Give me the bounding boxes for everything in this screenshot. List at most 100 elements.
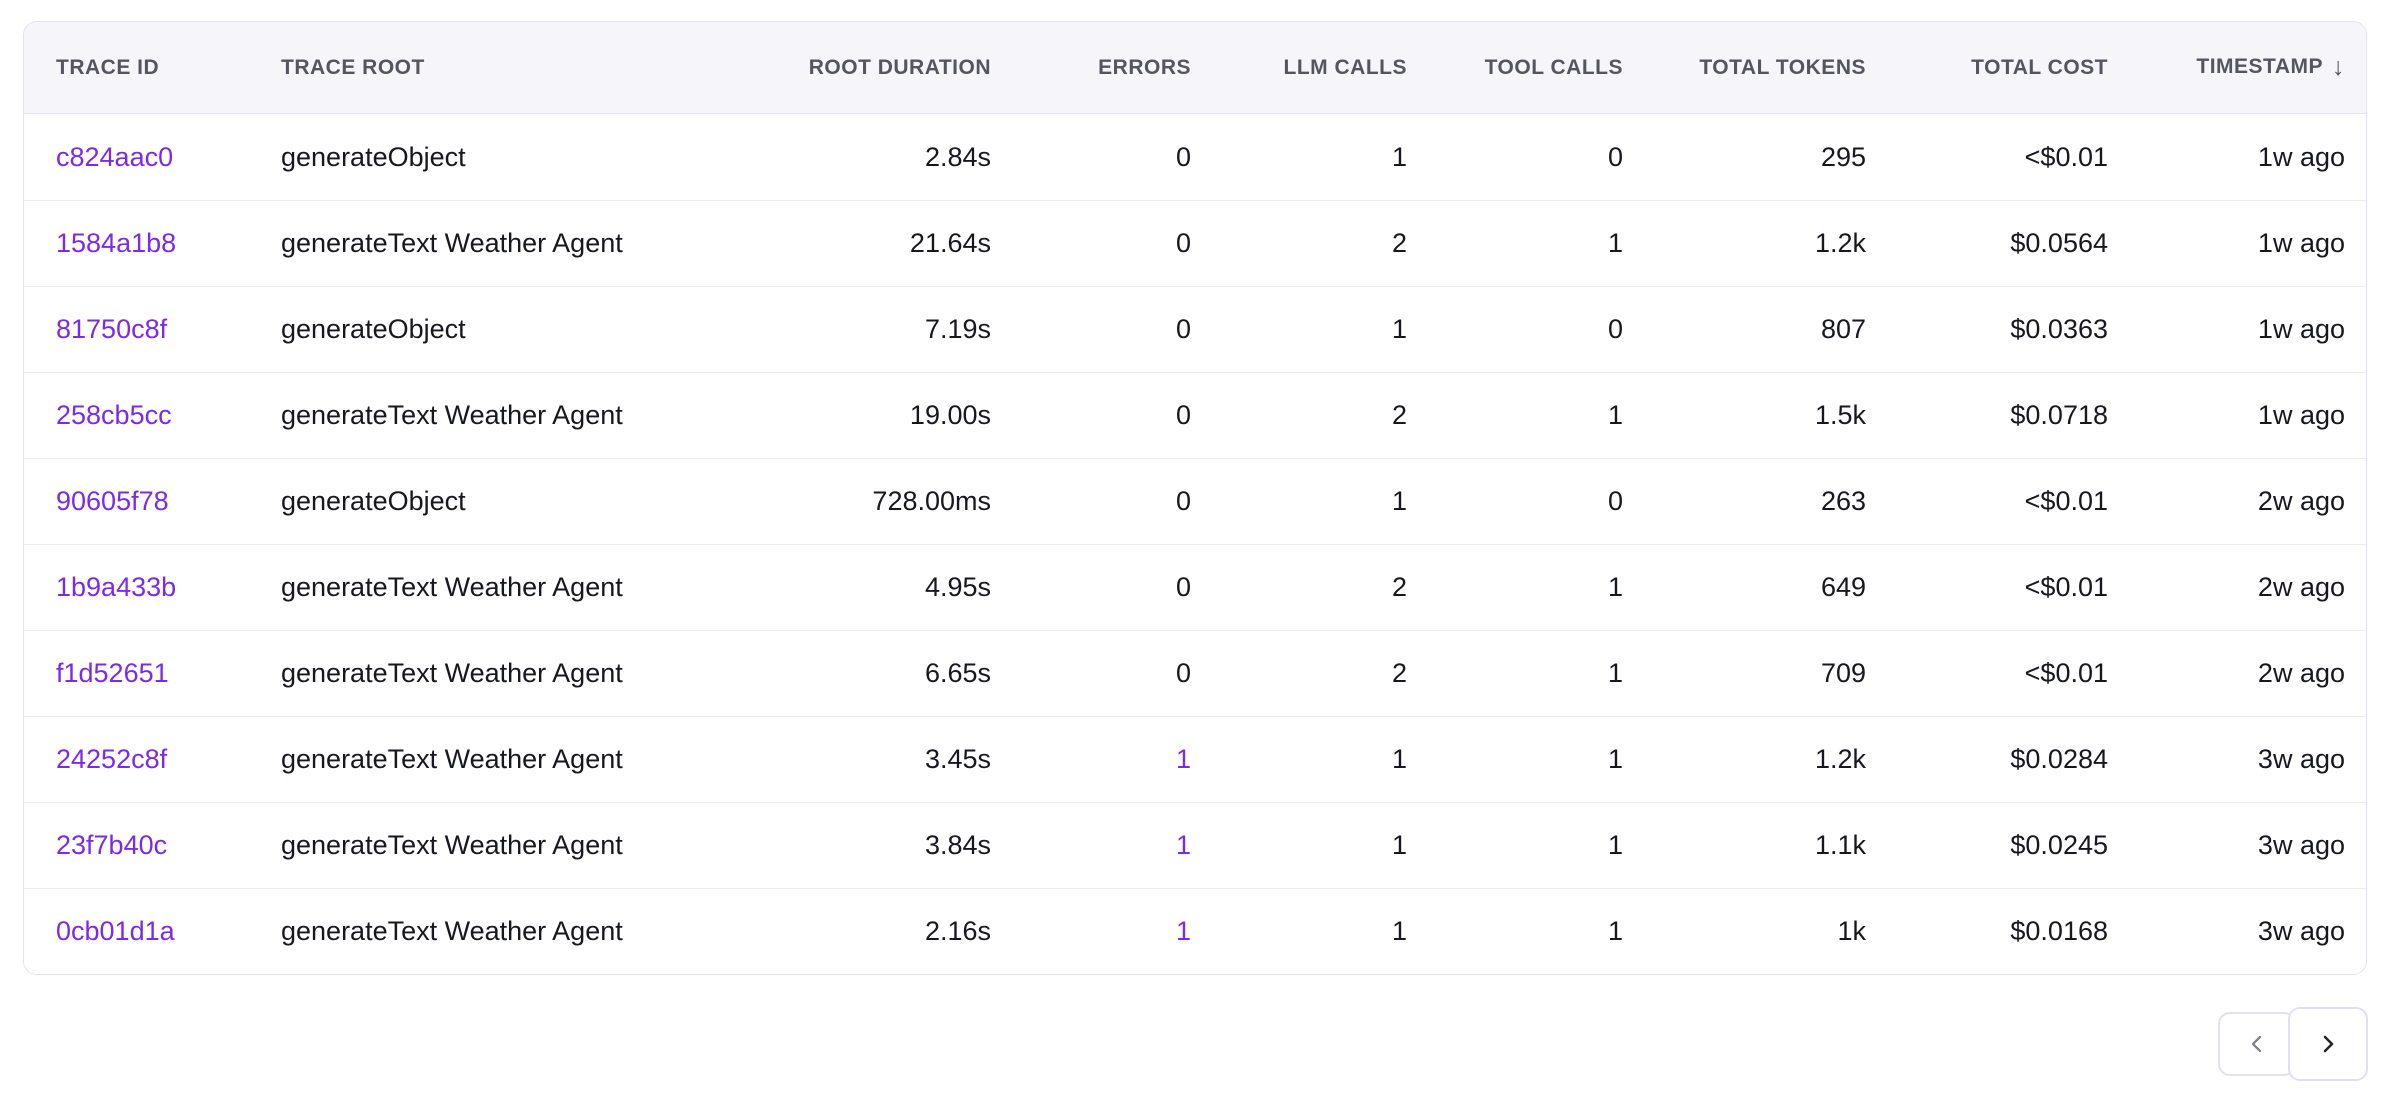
- cell-value: 0: [1175, 228, 1191, 258]
- cell-root-duration: 3.45s: [756, 744, 991, 775]
- column-header-label: TOTAL TOKENS: [1699, 55, 1866, 79]
- cell-errors: 0: [991, 400, 1191, 431]
- trace-id-link[interactable]: 23f7b40c: [56, 830, 168, 860]
- column-header-root-duration: ROOT DURATION: [756, 56, 991, 80]
- table-row: c824aac0 generateObject 2.84s 0 1 0 295 <$0.01 1…: [24, 114, 2366, 200]
- table-row: 1b9a433b generateText Weather Agent 4.95s 0…: [24, 544, 2366, 630]
- timestamp-value[interactable]: 1w ago: [2257, 228, 2345, 258]
- cell-trace-root: generateObject: [281, 486, 756, 517]
- timestamp-value[interactable]: 2w ago: [2257, 572, 2345, 602]
- table-row: 1584a1b8 generateText Weather Agent 21.64s…: [24, 200, 2366, 286]
- cell-value: 2.84s: [924, 141, 991, 172]
- cell-trace-id: 23f7b40c: [56, 830, 281, 861]
- cell-errors: 1: [991, 830, 1191, 861]
- trace-id-link[interactable]: 258cb5cc: [56, 400, 172, 430]
- cell-total-cost: $0.0564: [1866, 228, 2108, 259]
- cell-value: 1: [1391, 141, 1407, 172]
- cell-value: 0: [1175, 400, 1191, 430]
- chevron-left-icon: [2245, 1032, 2269, 1056]
- chevron-right-icon: [2316, 1032, 2340, 1056]
- timestamp-value[interactable]: 1w ago: [2257, 314, 2345, 344]
- column-header-trace-id: TRACE ID: [56, 56, 281, 80]
- cell-total-cost: <$0.01: [1866, 486, 2108, 517]
- cell-total-cost: <$0.01: [1866, 658, 2108, 689]
- timestamp-value[interactable]: 2w ago: [2257, 658, 2345, 688]
- timestamp-value[interactable]: 3w ago: [2257, 916, 2345, 946]
- cell-value: 2.16s: [924, 916, 991, 946]
- table-row: 23f7b40c generateText Weather Agent 3.84s 1…: [24, 802, 2366, 888]
- cell-total-cost: $0.0168: [1866, 916, 2108, 947]
- table-row: 90605f78 generateObject 728.00ms 0 1 0 263 <$0.…: [24, 458, 2366, 544]
- cell-total-tokens: 807: [1623, 314, 1866, 345]
- trace-id-link[interactable]: 24252c8f: [56, 744, 168, 774]
- cell-total-cost: $0.0245: [1866, 830, 2108, 861]
- cell-timestamp: 3w ago: [2108, 744, 2345, 775]
- cell-value: 1.2k: [1814, 228, 1866, 258]
- cell-timestamp: 1w ago: [2108, 314, 2345, 345]
- cell-total-tokens: 1.2k: [1623, 744, 1866, 775]
- trace-id-link[interactable]: 1584a1b8: [56, 228, 177, 258]
- cell-value: 1: [1391, 744, 1407, 774]
- table-row: 81750c8f generateObject 7.19s 0 1 0 807 $0.0363…: [24, 286, 2366, 372]
- errors-count: 1: [1175, 916, 1191, 946]
- timestamp-value[interactable]: 2w ago: [2257, 486, 2345, 516]
- cell-trace-root: generateText Weather Agent: [281, 658, 756, 689]
- timestamp-value[interactable]: 1w ago: [2257, 400, 2345, 430]
- cell-trace-root: generateText Weather Agent: [281, 400, 756, 431]
- cell-total-tokens: 263: [1623, 486, 1866, 517]
- timestamp-value[interactable]: 3w ago: [2257, 830, 2345, 860]
- column-header-label: TIMESTAMP: [2196, 55, 2323, 78]
- cell-total-tokens: 1.1k: [1623, 830, 1866, 861]
- prev-page-button[interactable]: [2218, 1012, 2296, 1076]
- trace-id-link[interactable]: 0cb01d1a: [56, 916, 175, 946]
- cell-trace-root: generateText Weather Agent: [281, 572, 756, 603]
- cell-value: generateText Weather Agent: [281, 400, 623, 430]
- cell-timestamp: 1w ago: [2108, 400, 2345, 431]
- cell-total-tokens: 295: [1623, 142, 1866, 173]
- cell-llm-calls: 1: [1191, 142, 1407, 173]
- column-header-timestamp[interactable]: TIMESTAMP ↓: [2108, 53, 2345, 82]
- cell-root-duration: 2.16s: [756, 916, 991, 947]
- cell-value: 0: [1175, 314, 1191, 344]
- trace-id-link[interactable]: 1b9a433b: [56, 572, 177, 602]
- cell-tool-calls: 1: [1407, 658, 1623, 689]
- cell-trace-root: generateObject: [281, 314, 756, 345]
- table-header-row: TRACE ID TRACE ROOT ROOT DURATION ERRORS LLM…: [24, 22, 2366, 114]
- cell-value: 0: [1607, 141, 1623, 172]
- column-header-errors: ERRORS: [991, 56, 1191, 80]
- cell-value: 1: [1607, 916, 1623, 946]
- next-page-button[interactable]: [2288, 1007, 2368, 1081]
- cell-value: $0.0564: [2010, 228, 2108, 258]
- cell-value: 2: [1391, 228, 1407, 258]
- trace-id-link[interactable]: 81750c8f: [56, 314, 168, 344]
- trace-id-link[interactable]: c824aac0: [56, 141, 174, 172]
- cell-value: 295: [1820, 141, 1866, 172]
- column-header-tool-calls: TOOL CALLS: [1407, 56, 1623, 80]
- cell-total-cost: <$0.01: [1866, 572, 2108, 603]
- cell-tool-calls: 1: [1407, 572, 1623, 603]
- timestamp-value[interactable]: 1w ago: [2257, 141, 2345, 172]
- timestamp-value[interactable]: 3w ago: [2257, 744, 2345, 774]
- cell-timestamp: 3w ago: [2108, 916, 2345, 947]
- cell-timestamp: 1w ago: [2108, 228, 2345, 259]
- cell-trace-root: generateObject: [281, 142, 756, 173]
- cell-llm-calls: 2: [1191, 400, 1407, 431]
- cell-value: generateText Weather Agent: [281, 744, 623, 774]
- cell-total-tokens: 709: [1623, 658, 1866, 689]
- cell-root-duration: 19.00s: [756, 400, 991, 431]
- cell-value: 2: [1391, 658, 1407, 688]
- cell-tool-calls: 1: [1407, 744, 1623, 775]
- trace-id-link[interactable]: 90605f78: [56, 486, 169, 516]
- cell-trace-id: 81750c8f: [56, 314, 281, 345]
- trace-id-link[interactable]: f1d52651: [56, 658, 169, 688]
- cell-value: 1: [1391, 830, 1407, 860]
- cell-errors: 0: [991, 658, 1191, 689]
- cell-value: 1: [1391, 486, 1407, 516]
- cell-timestamp: 3w ago: [2108, 830, 2345, 861]
- cell-total-cost: <$0.01: [1866, 142, 2108, 173]
- cell-timestamp: 2w ago: [2108, 658, 2345, 689]
- cell-value: 1: [1607, 572, 1623, 602]
- cell-llm-calls: 1: [1191, 314, 1407, 345]
- cell-value: 3.45s: [924, 744, 991, 774]
- cell-value: 6.65s: [924, 658, 991, 688]
